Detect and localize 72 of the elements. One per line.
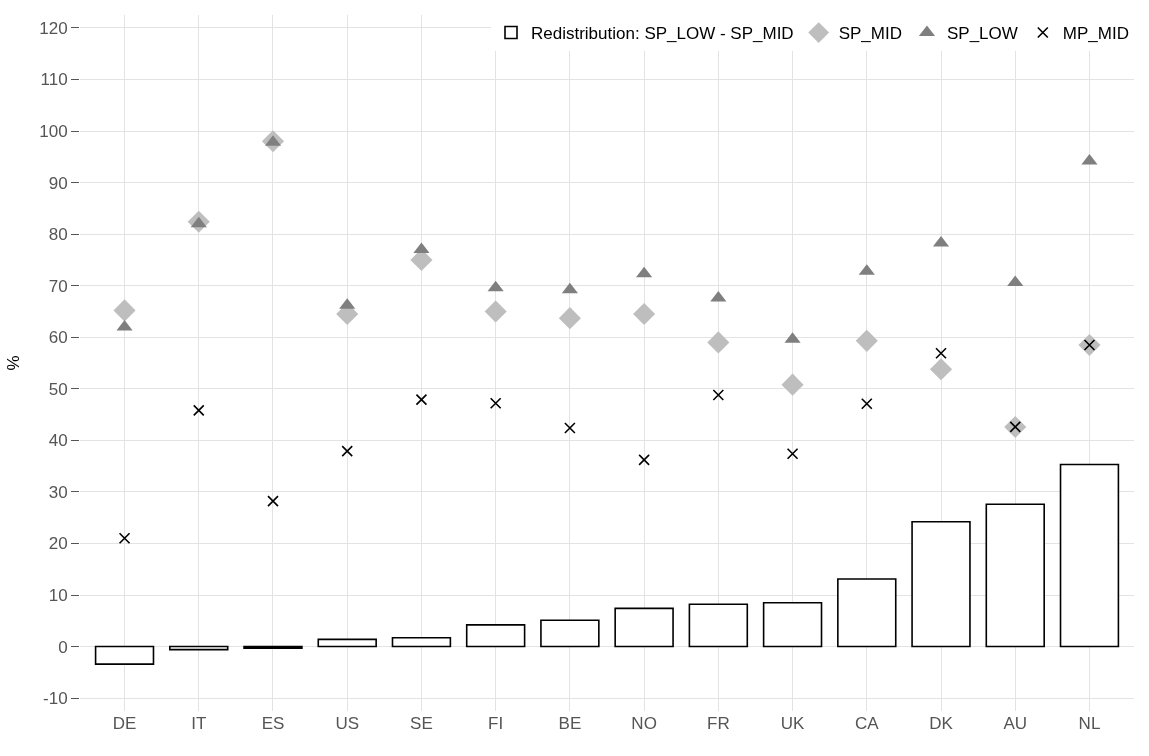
legend-label: Redistribution: SP_LOW - SP_MID — [531, 24, 794, 44]
x-tick-label: UK — [780, 714, 806, 733]
y-tick-label: 100 — [39, 121, 68, 141]
y-tick-label: 70 — [48, 276, 68, 296]
y-tick-label: 30 — [48, 482, 68, 502]
point — [267, 495, 279, 507]
point — [116, 319, 133, 331]
point — [929, 358, 953, 381]
x-tick-label: DK — [929, 714, 954, 733]
legend-label: SP_LOW — [946, 24, 1018, 44]
y-tick-label: 40 — [48, 431, 68, 451]
x-tick-label: NL — [1078, 714, 1101, 733]
bar — [465, 624, 526, 648]
x-tick-label: FR — [707, 714, 730, 733]
x-tick-label: FI — [488, 714, 504, 733]
bar — [1059, 463, 1120, 648]
x-tick-label: DE — [112, 714, 137, 733]
point — [860, 397, 873, 410]
bar — [317, 638, 377, 648]
x-tick-label: CA — [854, 714, 880, 733]
bar — [94, 645, 155, 665]
y-tick-label: 50 — [48, 379, 68, 399]
point — [781, 373, 804, 396]
y-tick-label: 90 — [48, 173, 68, 193]
bar — [391, 636, 452, 648]
y-tick-label: 0 — [58, 637, 68, 657]
point — [564, 422, 576, 434]
y-tick-label: 10 — [48, 585, 68, 605]
x-tick-label: AU — [1003, 714, 1028, 733]
y-tick-label: -10 — [43, 689, 68, 709]
bar — [688, 603, 749, 648]
point — [855, 329, 878, 352]
x-tick-label: SE — [410, 714, 433, 733]
y-tick-label: 120 — [39, 18, 68, 38]
bar — [540, 619, 600, 648]
point — [489, 397, 502, 410]
point — [1081, 153, 1098, 165]
point — [118, 532, 131, 545]
point — [341, 445, 354, 457]
bar — [911, 520, 971, 648]
bar — [762, 601, 823, 648]
y-tick-label: 80 — [48, 225, 68, 245]
point — [633, 302, 656, 326]
point — [1007, 275, 1024, 287]
x-tick-label: IT — [191, 714, 207, 733]
bar — [985, 503, 1045, 648]
bar — [614, 607, 674, 648]
point — [638, 454, 650, 466]
legend-label: MP_MID — [1062, 24, 1129, 44]
x-tick-label: BE — [558, 714, 582, 733]
y-tick-label: 110 — [40, 70, 68, 90]
point — [935, 347, 947, 359]
point — [636, 266, 653, 278]
y-tick-label: 20 — [48, 534, 68, 554]
point — [487, 280, 504, 292]
point — [561, 282, 578, 294]
point — [415, 393, 428, 406]
x-tick-label: NO — [631, 714, 657, 733]
bar — [837, 578, 897, 648]
point — [413, 242, 430, 254]
point — [712, 389, 725, 401]
point — [113, 299, 136, 322]
point — [707, 331, 730, 354]
point — [786, 447, 799, 460]
point — [192, 404, 205, 417]
point — [484, 300, 507, 323]
legend-label: SP_MID — [838, 24, 902, 44]
y-tick-label: 60 — [48, 328, 68, 348]
x-tick-label: ES — [261, 714, 285, 733]
y-axis-title: % — [3, 355, 23, 371]
x-tick-label: US — [335, 714, 360, 733]
point — [558, 307, 581, 330]
